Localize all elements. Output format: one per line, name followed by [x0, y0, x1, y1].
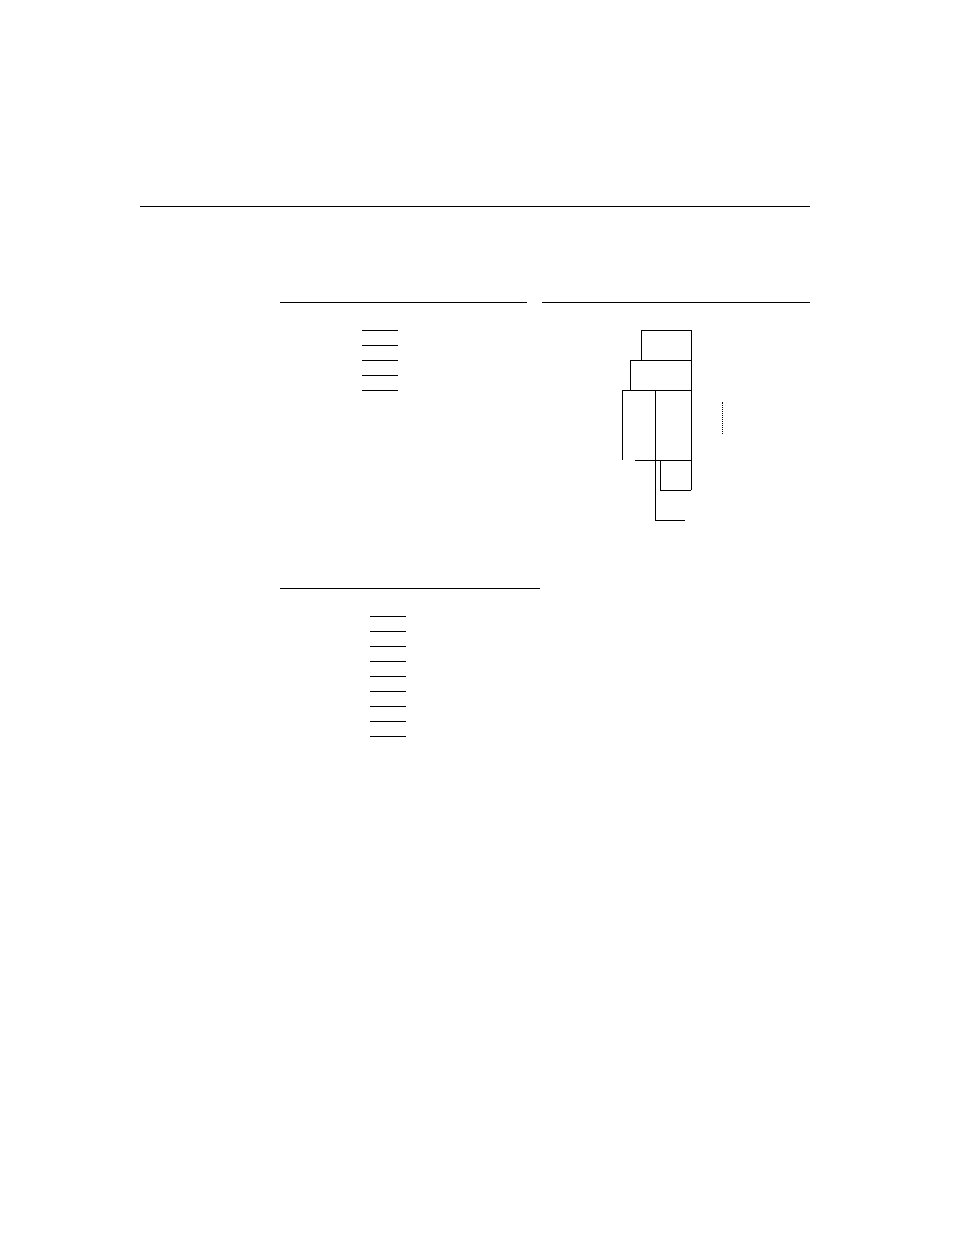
group-b-vline — [691, 330, 692, 490]
group-b-vline — [655, 390, 656, 520]
group-b-hline — [655, 520, 685, 521]
group-a-row — [362, 330, 398, 331]
group-c-row — [370, 706, 406, 707]
group-c-row — [370, 676, 406, 677]
group-c-row — [370, 661, 406, 662]
group-c-row — [370, 736, 406, 737]
group-b-hline — [630, 360, 691, 361]
group-b-hline — [635, 460, 691, 461]
main-top-rule — [140, 206, 810, 207]
group-c-row — [370, 646, 406, 647]
group-b-header-rule — [542, 302, 810, 303]
group-b-dotted-vline — [722, 402, 723, 434]
group-b-vline — [622, 390, 623, 460]
group-b-hline — [641, 330, 691, 331]
group-c-row — [370, 631, 406, 632]
group-c-row — [370, 691, 406, 692]
group-a-row — [362, 375, 398, 376]
group-c-row — [370, 616, 406, 617]
group-b-vline — [641, 330, 642, 360]
group-b-vline — [660, 460, 661, 490]
group-b-hline — [622, 390, 691, 391]
group-a-row — [362, 360, 398, 361]
group-a-row — [362, 345, 398, 346]
page — [0, 0, 954, 1235]
group-a-row — [362, 390, 398, 391]
group-c-header-rule — [280, 588, 540, 589]
group-b-hline — [660, 490, 691, 491]
group-a-header-rule — [280, 302, 527, 303]
group-b-vline — [630, 360, 631, 390]
group-c-row — [370, 721, 406, 722]
